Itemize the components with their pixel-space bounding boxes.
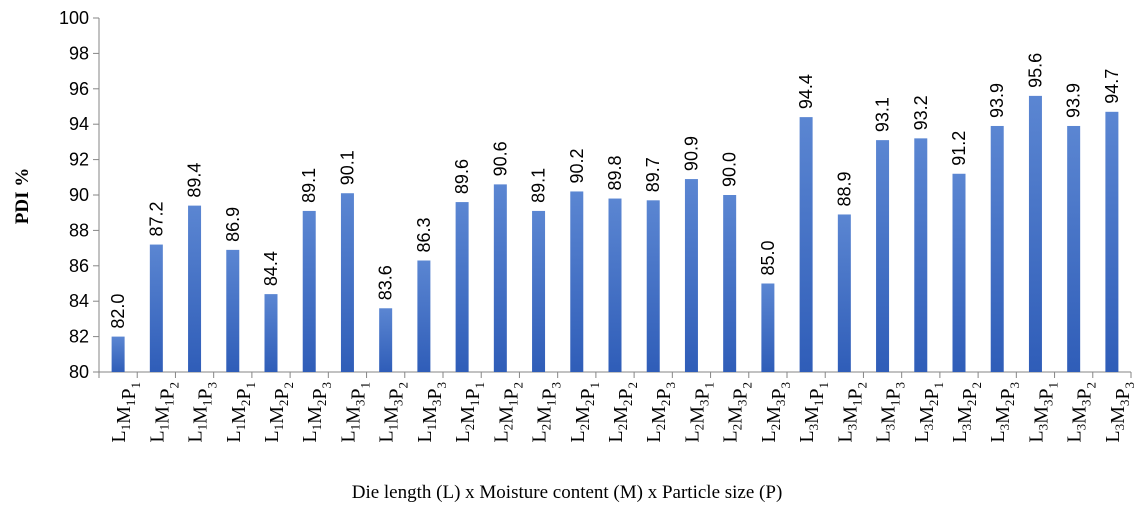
bar xyxy=(990,125,1004,372)
x-tick-labels: L1M1P1L1M1P2L1M1P3L1M2P1L1M2P2L1M2P3L1M3… xyxy=(108,382,1134,443)
x-axis-title: Die length (L) x Moisture content (M) x … xyxy=(352,482,783,503)
bar xyxy=(493,184,507,372)
x-tick-label: L2M1P1 xyxy=(452,382,487,443)
x-tick-label: L1M1P2 xyxy=(146,382,181,443)
x-tick-label: L1M2P2 xyxy=(261,382,296,443)
x-tick-label: L1M2P3 xyxy=(299,382,334,443)
x-tick-label: L2M2P2 xyxy=(605,382,640,443)
bar xyxy=(684,179,698,372)
y-tick-label: 98 xyxy=(69,43,89,63)
data-label: 85.0 xyxy=(758,240,778,275)
x-tick-label: L1M3P2 xyxy=(376,382,411,443)
x-tick-label: L3M3P2 xyxy=(1064,382,1099,443)
bar xyxy=(302,210,316,372)
data-label: 90.9 xyxy=(681,136,701,171)
y-tick-label: 94 xyxy=(69,114,89,134)
x-tick-label: L2M2P1 xyxy=(567,382,602,443)
y-tick-label: 80 xyxy=(69,362,89,382)
bar xyxy=(952,173,966,372)
y-tick-label: 90 xyxy=(69,185,89,205)
x-tick-label: L3M3P3 xyxy=(1102,382,1134,443)
x-tick-label: L2M1P3 xyxy=(529,382,564,443)
x-tick-label: L3M2P2 xyxy=(949,382,984,443)
data-label: 93.1 xyxy=(873,97,893,132)
bar xyxy=(837,214,851,372)
bar xyxy=(340,193,354,372)
x-tick-label: L1M1P3 xyxy=(185,382,220,443)
data-label: 87.2 xyxy=(146,202,166,237)
data-labels: 82.0 87.2 89.4 86.9 84.4 89.1 90.1 83.6 86.3 89.6… xyxy=(108,53,1122,329)
bar xyxy=(226,249,240,372)
bar xyxy=(914,138,928,372)
data-label: 95.6 xyxy=(1025,53,1045,88)
x-tick-label: L3M2P3 xyxy=(987,382,1022,443)
x-tick-label: L2M3P2 xyxy=(720,382,755,443)
data-label: 89.7 xyxy=(643,157,663,192)
y-tick-label: 100 xyxy=(59,8,89,28)
bar xyxy=(799,117,813,373)
data-label: 84.4 xyxy=(261,251,281,286)
data-label: 89.6 xyxy=(452,159,472,194)
x-tick-label: L2M3P3 xyxy=(758,382,793,443)
data-label: 86.9 xyxy=(223,207,243,242)
data-label: 89.1 xyxy=(299,168,319,203)
bar xyxy=(149,244,163,372)
data-label: 90.6 xyxy=(490,141,510,176)
data-label: 93.9 xyxy=(987,83,1007,118)
data-label: 83.6 xyxy=(376,265,396,300)
y-tick-label: 86 xyxy=(69,256,89,276)
bar xyxy=(188,205,202,372)
y-axis-title: PDI % xyxy=(12,168,33,224)
x-tick-label: L3M3P1 xyxy=(1025,382,1060,443)
bar xyxy=(111,336,125,372)
x-tick-label: L1M3P1 xyxy=(337,382,372,443)
x-tick-label: L2M3P1 xyxy=(681,382,716,443)
x-tick-label: L2M2P3 xyxy=(643,382,678,443)
x-tick-label: L1M1P1 xyxy=(108,382,143,443)
x-tick-label: L1M3P3 xyxy=(414,382,449,443)
y-tick-label: 84 xyxy=(69,291,89,311)
bar xyxy=(1105,111,1119,372)
data-label: 89.4 xyxy=(185,163,205,198)
x-tick-label: L1M2P1 xyxy=(223,382,258,443)
data-label: 88.9 xyxy=(834,171,854,206)
data-label: 89.1 xyxy=(529,168,549,203)
data-label: 82.0 xyxy=(108,294,128,329)
bar xyxy=(761,283,775,372)
y-tick-labels: 80 82 84 86 88 90 92 94 96 98 100 xyxy=(59,8,89,382)
x-tick-label: L3M1P1 xyxy=(796,382,831,443)
data-label: 90.2 xyxy=(567,148,587,183)
bar xyxy=(264,294,278,372)
bar xyxy=(379,308,393,372)
x-tick-label: L2M1P2 xyxy=(490,382,525,443)
bar xyxy=(1028,95,1042,372)
data-label: 90.0 xyxy=(720,152,740,187)
data-label: 91.2 xyxy=(949,131,969,166)
data-label: 86.3 xyxy=(414,217,434,252)
y-tick-label: 82 xyxy=(69,327,89,347)
bar xyxy=(608,198,622,372)
bar xyxy=(646,200,660,372)
bar xyxy=(532,210,546,372)
data-label: 90.1 xyxy=(337,150,357,185)
bar xyxy=(570,191,584,372)
bar xyxy=(455,202,469,372)
y-tick-label: 96 xyxy=(69,79,89,99)
data-label: 93.9 xyxy=(1064,83,1084,118)
bar xyxy=(723,195,737,372)
x-tick-label: L3M1P3 xyxy=(873,382,908,443)
bars xyxy=(111,95,1119,373)
data-label: 94.4 xyxy=(796,74,816,109)
y-tick-label: 92 xyxy=(69,150,89,170)
x-tick-label: L3M2P1 xyxy=(911,382,946,443)
data-label: 94.7 xyxy=(1102,69,1122,104)
data-label: 89.8 xyxy=(605,155,625,190)
bar xyxy=(876,140,890,372)
bar xyxy=(1067,125,1081,372)
y-tick-label: 88 xyxy=(69,220,89,240)
x-tick-label: L3M1P2 xyxy=(834,382,869,443)
data-label: 93.2 xyxy=(911,95,931,130)
bar xyxy=(417,260,431,372)
